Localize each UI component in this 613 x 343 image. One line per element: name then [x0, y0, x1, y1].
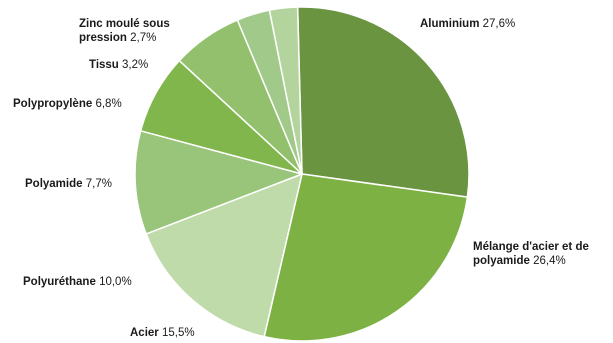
slice-name: Polypropylène	[13, 98, 93, 110]
slice-value: 27,6%	[482, 18, 516, 30]
slice-value: 6,8%	[95, 98, 122, 110]
pie-slice-4	[134, 130, 303, 235]
slice-label-line: Zinc moulé sous	[79, 17, 170, 31]
slice-name: polyamide	[473, 255, 530, 267]
pie-slice-8	[268, 6, 303, 175]
slice-name: pression	[79, 32, 127, 44]
slice-name: Acier	[130, 327, 159, 339]
slice-name: Aluminium	[420, 18, 480, 30]
slice-value: 26,4%	[533, 255, 566, 267]
slice-name: Polyuréthane	[23, 276, 96, 288]
slice-value: 2,7%	[130, 32, 157, 44]
slice-value: 15,5%	[161, 327, 195, 339]
slice-label-line: Polypropylène 6,8%	[13, 97, 122, 111]
slice-label-line: Polyuréthane 10,0%	[23, 275, 132, 289]
slice-value: 3,2%	[122, 59, 149, 71]
slice-value: 10,0%	[99, 276, 132, 288]
slice-name: Mélange d'acier et de	[473, 241, 589, 253]
slice-name: Polyamide	[25, 178, 83, 190]
pie-slice-2	[263, 173, 469, 342]
pie-slice-1	[296, 6, 470, 198]
slice-label-line: Mélange d'acier et de	[473, 240, 589, 254]
slice-value: 7,7%	[85, 178, 112, 190]
slice-label-1: Aluminium 27,6%	[420, 17, 515, 31]
slice-label-2: Mélange d'acier et de polyamide 26,4%	[473, 240, 589, 268]
slice-label-line: Aluminium 27,6%	[420, 17, 515, 31]
pie-slice-3	[145, 173, 303, 338]
slice-label-6: Polypropylène 6,8%	[13, 97, 122, 111]
slice-label-line: Tissu 3,2%	[89, 58, 148, 72]
slice-name: Zinc moulé sous	[79, 18, 170, 30]
slice-label-line: Polyamide 7,7%	[25, 177, 112, 191]
slice-label-3: Acier 15,5%	[130, 326, 195, 340]
slice-label-line: Acier 15,5%	[130, 326, 195, 340]
slice-label-line: pression 2,7%	[79, 31, 170, 45]
slice-label-7: Tissu 3,2%	[89, 58, 148, 72]
slice-name: Tissu	[89, 59, 119, 71]
slice-label-4: Polyuréthane 10,0%	[23, 275, 132, 289]
slice-label-line: polyamide 26,4%	[473, 254, 589, 268]
slice-label-5: Polyamide 7,7%	[25, 177, 112, 191]
slice-label-8: Zinc moulé sous pression 2,7%	[79, 17, 170, 45]
